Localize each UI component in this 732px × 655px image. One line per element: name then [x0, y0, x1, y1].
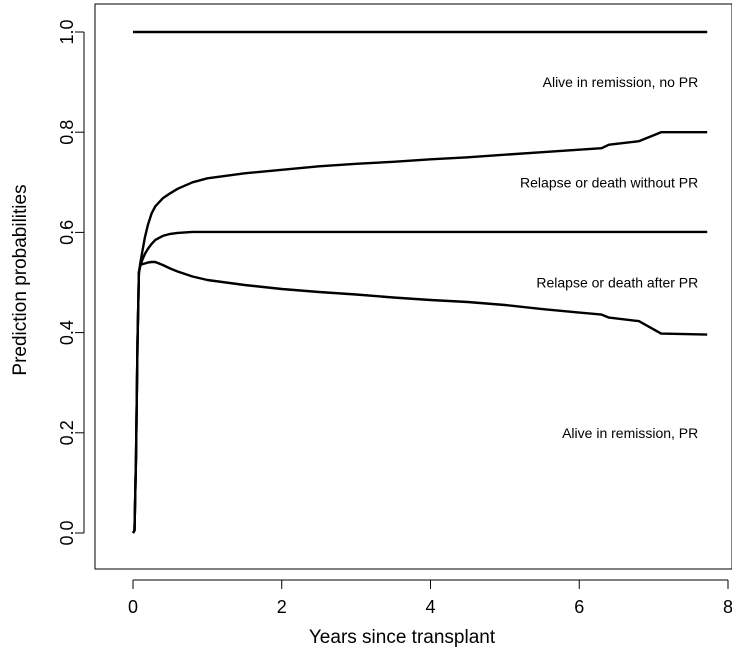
y-tick-label: 1.0 [57, 19, 77, 44]
y-tick-label: 0.2 [57, 420, 77, 445]
plot-area: Alive in remission, no PR Relapse or deat… [94, 3, 732, 570]
curve-1 [131, 260, 708, 534]
x-tick-label: 2 [277, 597, 287, 617]
y-tick-label: 0.8 [57, 120, 77, 145]
region-label: Alive in remission, PR [562, 425, 698, 441]
curves [131, 30, 708, 534]
y-tick-label: 0.6 [57, 220, 77, 245]
region-label: Relapse or death after PR [536, 275, 698, 291]
x-tick-label: 4 [425, 597, 435, 617]
y-axis: 0.0 0.2 0.4 0.6 0.8 1.0 Prediction probabilit… [10, 19, 85, 546]
y-tick-label: 0.4 [57, 320, 77, 345]
x-axis-title: Years since transplant [309, 627, 496, 648]
y-tick-label: 0.0 [57, 520, 77, 545]
plot-frame [94, 3, 732, 570]
region-labels: Alive in remission, no PR Relapse or deat… [520, 74, 698, 441]
y-ticks: 0.0 0.2 0.4 0.6 0.8 1.0 [57, 19, 84, 546]
curve-3 [131, 130, 708, 534]
x-ticks: 0 2 4 6 8 [128, 580, 732, 617]
region-label: Relapse or death without PR [520, 174, 698, 190]
x-tick-label: 0 [128, 597, 138, 617]
x-axis: 0 2 4 6 8 Years since transplant [128, 579, 732, 648]
x-tick-label: 8 [723, 597, 732, 617]
x-tick-label: 6 [574, 597, 584, 617]
y-axis-title: Prediction probabilities [10, 184, 31, 375]
region-label: Alive in remission, no PR [543, 74, 699, 90]
